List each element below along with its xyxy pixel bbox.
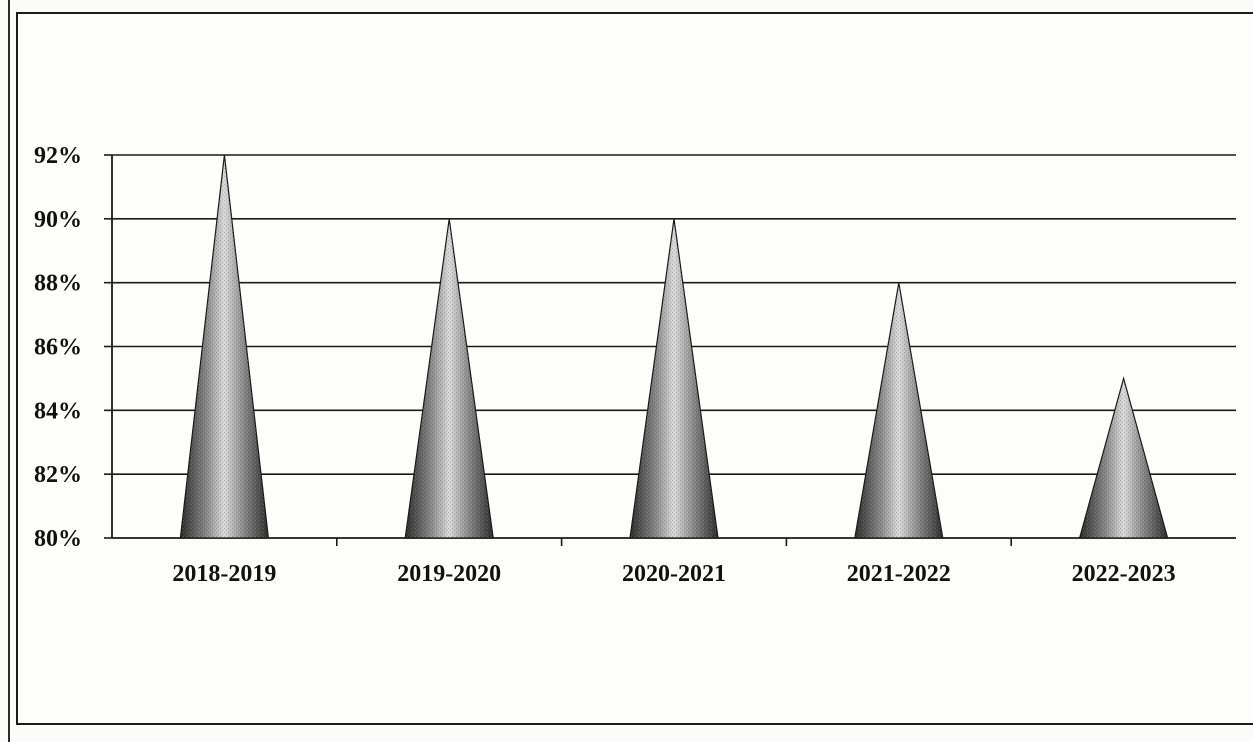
- y-tick-label: 84%: [34, 398, 82, 424]
- cone-bar-texture: [1079, 378, 1168, 538]
- y-tick-labels: 80% 82% 84% 86% 88% 90% 92%: [34, 143, 82, 552]
- cone-bar-texture: [630, 218, 718, 539]
- scan-edge-line: [8, 0, 10, 742]
- cones: [179, 154, 1169, 539]
- y-tick-label: 90%: [34, 207, 82, 233]
- cone-bar: [629, 218, 719, 539]
- x-tick-label: 2022-2023: [1072, 561, 1176, 587]
- cone-bar: [404, 218, 494, 539]
- cone-bar: [854, 282, 944, 539]
- y-tick-label: 86%: [34, 335, 82, 361]
- x-tick-labels: 2018-2019 2019-2020 2020-2021 2021-2022 2022…: [172, 561, 1175, 587]
- y-tick-label: 80%: [34, 526, 82, 552]
- y-tick-label: 82%: [34, 462, 82, 488]
- cone-bar: [179, 154, 270, 539]
- y-tick-label: 92%: [34, 143, 82, 169]
- cone-bar: [1078, 376, 1169, 539]
- x-tick-label: 2021-2022: [847, 561, 951, 587]
- x-tick-label: 2019-2020: [397, 561, 501, 587]
- cone-bar-texture: [180, 155, 269, 538]
- x-tick-label: 2020-2021: [622, 561, 726, 587]
- y-tick-label: 88%: [34, 271, 82, 297]
- cone-bar-texture: [405, 218, 494, 539]
- x-tick-label: 2018-2019: [172, 561, 276, 587]
- cone-bar-texture: [854, 282, 943, 538]
